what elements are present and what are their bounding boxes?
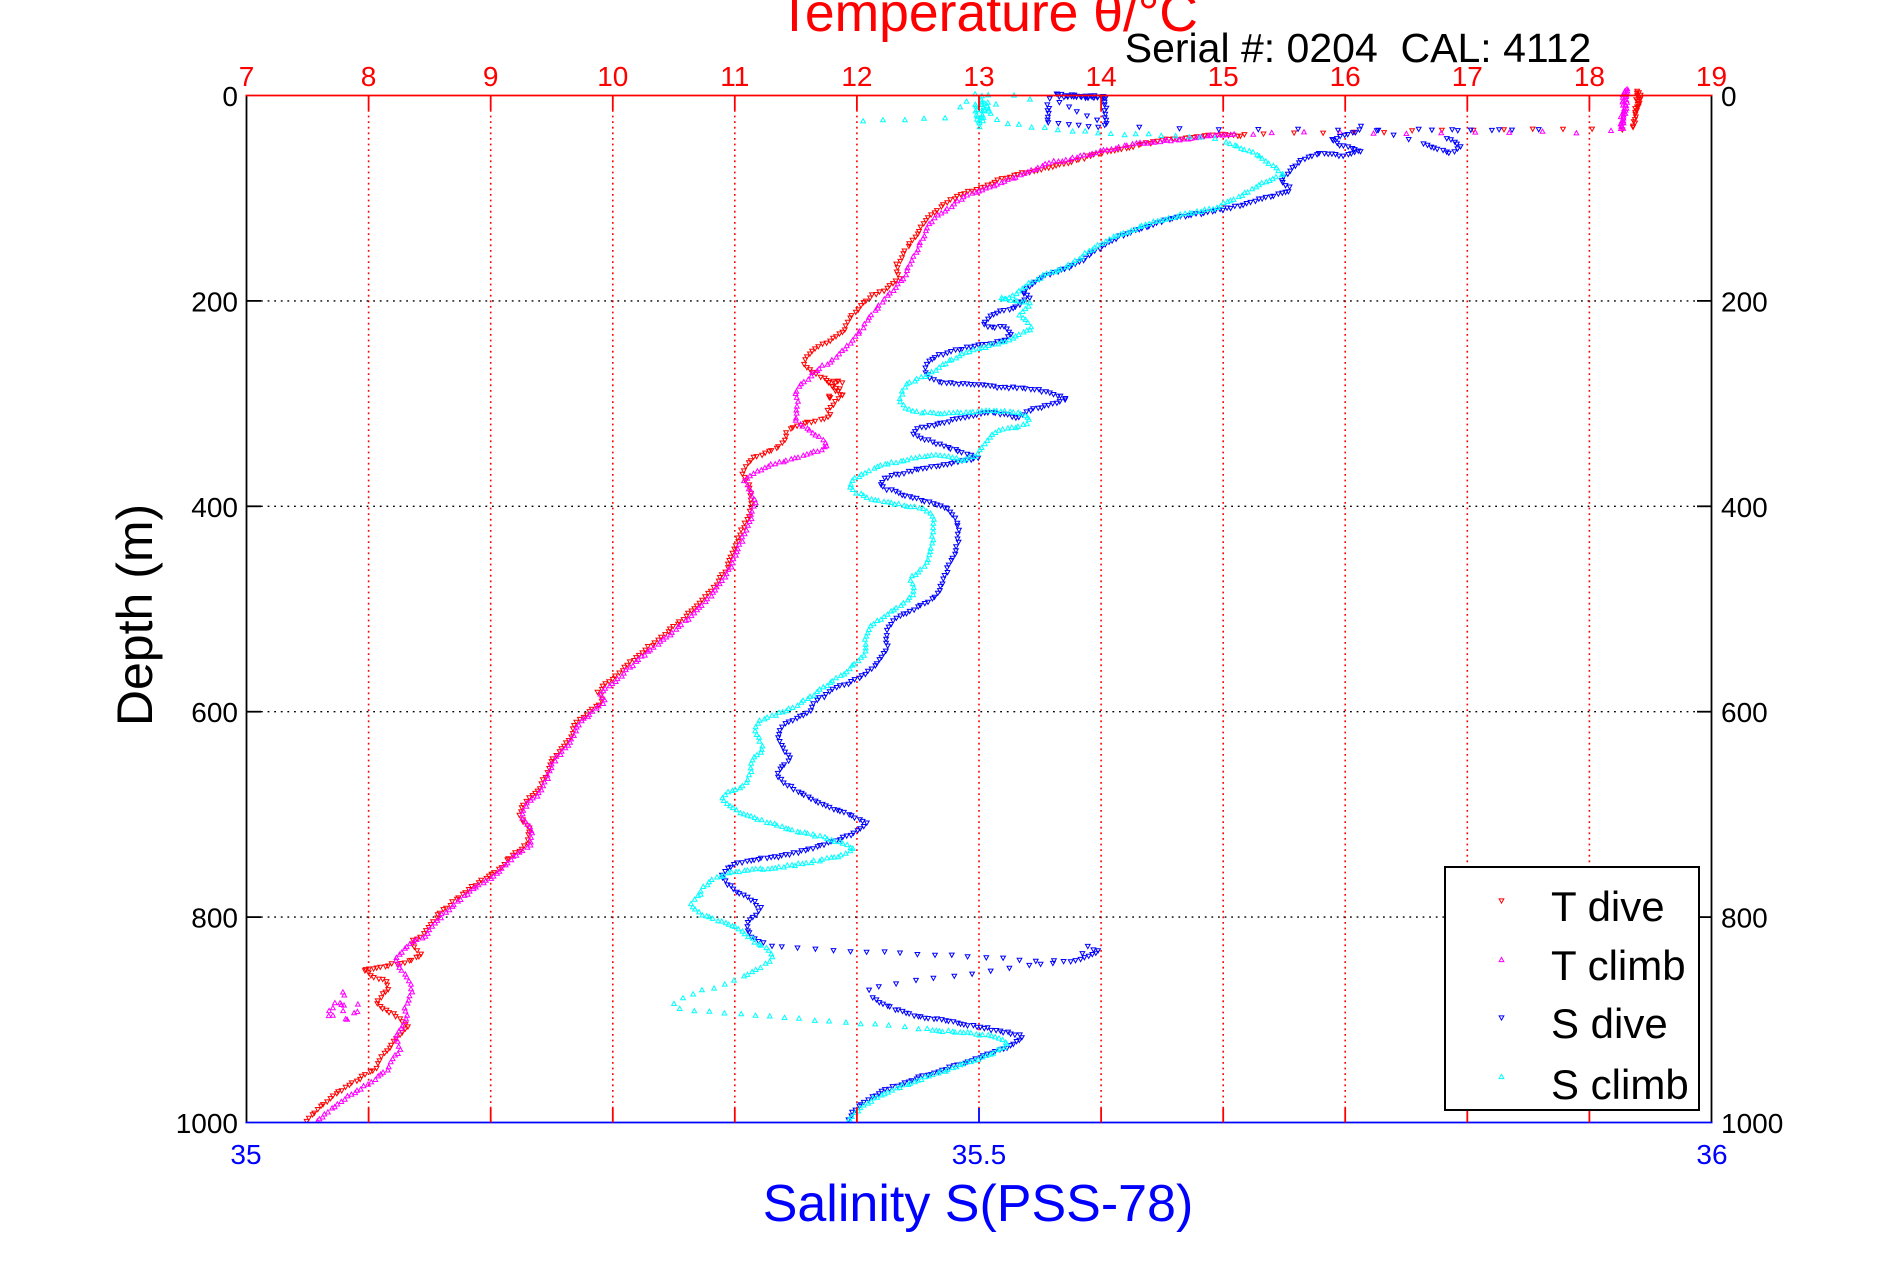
svg-text:35: 35 bbox=[230, 1139, 261, 1170]
svg-text:800: 800 bbox=[1721, 903, 1768, 934]
svg-text:800: 800 bbox=[191, 903, 238, 934]
svg-text:T dive: T dive bbox=[1551, 883, 1665, 930]
svg-text:17: 17 bbox=[1452, 61, 1483, 92]
svg-text:12: 12 bbox=[841, 61, 872, 92]
svg-text:Salinity S(PSS-78): Salinity S(PSS-78) bbox=[763, 1175, 1194, 1233]
svg-text:S climb: S climb bbox=[1551, 1061, 1689, 1108]
svg-text:16: 16 bbox=[1330, 61, 1361, 92]
svg-text:600: 600 bbox=[191, 697, 238, 728]
svg-text:19: 19 bbox=[1696, 61, 1727, 92]
svg-text:9: 9 bbox=[483, 61, 499, 92]
svg-text:0: 0 bbox=[222, 81, 238, 112]
svg-text:400: 400 bbox=[191, 492, 238, 523]
svg-text:T climb: T climb bbox=[1551, 942, 1686, 989]
svg-text:1000: 1000 bbox=[176, 1108, 238, 1139]
svg-text:1000: 1000 bbox=[1721, 1108, 1783, 1139]
svg-text:200: 200 bbox=[1721, 286, 1768, 317]
svg-text:Temperature θ/°C: Temperature θ/°C bbox=[778, 0, 1198, 43]
svg-text:S dive: S dive bbox=[1551, 1000, 1668, 1047]
svg-text:14: 14 bbox=[1086, 61, 1117, 92]
svg-text:Depth (m): Depth (m) bbox=[107, 504, 163, 726]
svg-text:35.5: 35.5 bbox=[952, 1139, 1007, 1170]
svg-text:18: 18 bbox=[1574, 61, 1605, 92]
svg-text:15: 15 bbox=[1208, 61, 1239, 92]
svg-text:8: 8 bbox=[361, 61, 377, 92]
svg-text:200: 200 bbox=[191, 286, 238, 317]
svg-text:Serial #: 0204 CAL: 4112: Serial #: 0204 CAL: 4112 bbox=[1125, 25, 1592, 71]
svg-text:7: 7 bbox=[239, 61, 255, 92]
svg-text:0: 0 bbox=[1721, 81, 1737, 112]
svg-text:600: 600 bbox=[1721, 697, 1768, 728]
svg-text:36: 36 bbox=[1696, 1139, 1727, 1170]
svg-text:13: 13 bbox=[963, 61, 994, 92]
svg-text:11: 11 bbox=[720, 61, 749, 92]
svg-text:10: 10 bbox=[597, 61, 628, 92]
svg-text:400: 400 bbox=[1721, 492, 1768, 523]
